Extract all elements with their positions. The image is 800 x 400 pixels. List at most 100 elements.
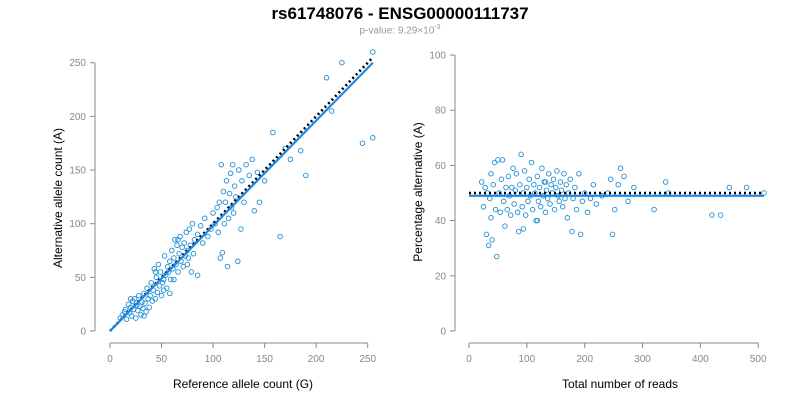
chart-subtitle: p-value: 9.29×10-3: [0, 24, 800, 36]
right-data-point: [500, 198, 507, 205]
right-data-point: [511, 201, 517, 207]
left-data-point: [241, 199, 247, 205]
left-data-point: [167, 258, 173, 265]
left-data-point: [140, 305, 146, 312]
left-data-point: [164, 263, 171, 270]
right-data-point: [542, 179, 549, 185]
right-data-point: [514, 209, 521, 216]
left-data-point: [167, 290, 173, 297]
right-data-point: [534, 217, 541, 224]
left-scatter-panel: 0 50 100 150 200 250 0 50 100 150 200 250 Reference…: [51, 49, 376, 391]
left-data-point: [238, 226, 244, 232]
left-data-point: [179, 244, 185, 251]
left-data-point: [217, 255, 224, 261]
left-data-point: [172, 237, 178, 243]
left-data-point: [171, 276, 177, 283]
right-data-point: [563, 181, 569, 188]
left-data-point: [194, 272, 201, 278]
left-data-point: [270, 129, 276, 136]
left-data-point: [205, 233, 211, 240]
right-x-tick-label: 100: [518, 354, 535, 365]
left-data-point: [225, 215, 232, 222]
left-data-point: [220, 188, 227, 195]
left-data-point: [152, 269, 159, 275]
right-data-point: [518, 151, 524, 158]
right-points: [478, 151, 767, 260]
right-data-point: [537, 204, 544, 210]
right-data-point: [519, 204, 525, 210]
right-x-tick-label: 300: [634, 354, 651, 365]
right-data-point: [510, 165, 516, 171]
left-data-point: [171, 255, 177, 261]
left-data-point: [224, 263, 231, 270]
left-y-tick-label: 200: [69, 112, 86, 123]
right-data-point: [651, 206, 657, 213]
left-data-point: [156, 283, 163, 289]
left-data-point: [236, 167, 242, 173]
left-data-point: [297, 147, 304, 154]
left-data-point: [239, 178, 245, 184]
right-data-point: [621, 173, 627, 180]
left-points: [117, 49, 376, 322]
chart-title: rs61748076 - ENSG00000111737: [271, 4, 529, 23]
right-data-point: [536, 184, 543, 191]
left-data-point: [136, 292, 142, 299]
left-data-point: [210, 210, 216, 216]
right-data-point: [577, 231, 584, 238]
left-x-tick-label: 0: [107, 354, 113, 365]
left-y-tick-label: 150: [69, 166, 86, 177]
right-data-point: [526, 176, 532, 182]
right-data-point: [554, 168, 560, 174]
left-data-point: [197, 223, 204, 229]
right-data-point: [579, 198, 586, 205]
left-data-point: [218, 161, 225, 168]
left-data-point: [146, 304, 152, 311]
right-data-point: [495, 157, 501, 163]
left-x-tick-label: 200: [308, 354, 325, 365]
right-data-point: [488, 215, 494, 221]
left-data-point: [221, 220, 228, 227]
left-y-tick-label: 250: [69, 58, 86, 69]
right-data-point: [482, 184, 488, 191]
left-data-point: [188, 269, 195, 275]
left-data-point: [138, 312, 144, 318]
right-y-tick-label: 40: [435, 216, 447, 227]
left-data-point: [222, 199, 229, 205]
right-data-point: [543, 187, 550, 193]
right-data-point: [584, 209, 591, 216]
left-data-point: [131, 296, 138, 302]
right-axes: 0 100 200 300 400 500 0 20 40 60 80 100: [429, 51, 767, 366]
right-data-point: [553, 184, 559, 191]
left-data-point: [202, 215, 208, 222]
right-data-point: [567, 176, 573, 182]
left-data-point: [141, 313, 147, 319]
left-data-point: [233, 194, 239, 200]
right-data-point: [564, 215, 571, 221]
left-data-point: [183, 229, 190, 236]
left-data-point: [190, 250, 197, 257]
right-data-point: [562, 195, 568, 202]
left-data-point: [186, 226, 193, 232]
right-data-point: [551, 206, 558, 213]
left-data-point: [216, 199, 223, 205]
right-data-point: [521, 168, 528, 174]
left-data-point: [370, 135, 376, 141]
right-data-point: [490, 181, 497, 188]
left-data-point: [148, 279, 154, 286]
right-data-point: [662, 179, 669, 185]
left-lines: [109, 56, 374, 332]
left-data-point: [219, 249, 226, 256]
right-data-point: [478, 179, 485, 185]
right-data-point: [524, 184, 530, 191]
right-data-point: [497, 209, 503, 216]
left-data-point: [339, 59, 345, 66]
right-data-point: [617, 165, 624, 171]
right-data-point: [572, 184, 578, 191]
left-data-point: [169, 247, 175, 254]
left-data-point: [128, 313, 135, 319]
left-data-point: [229, 161, 236, 168]
left-data-point: [303, 172, 309, 179]
right-data-point: [607, 176, 614, 182]
left-data-point: [127, 296, 134, 302]
right-data-point: [499, 157, 506, 163]
